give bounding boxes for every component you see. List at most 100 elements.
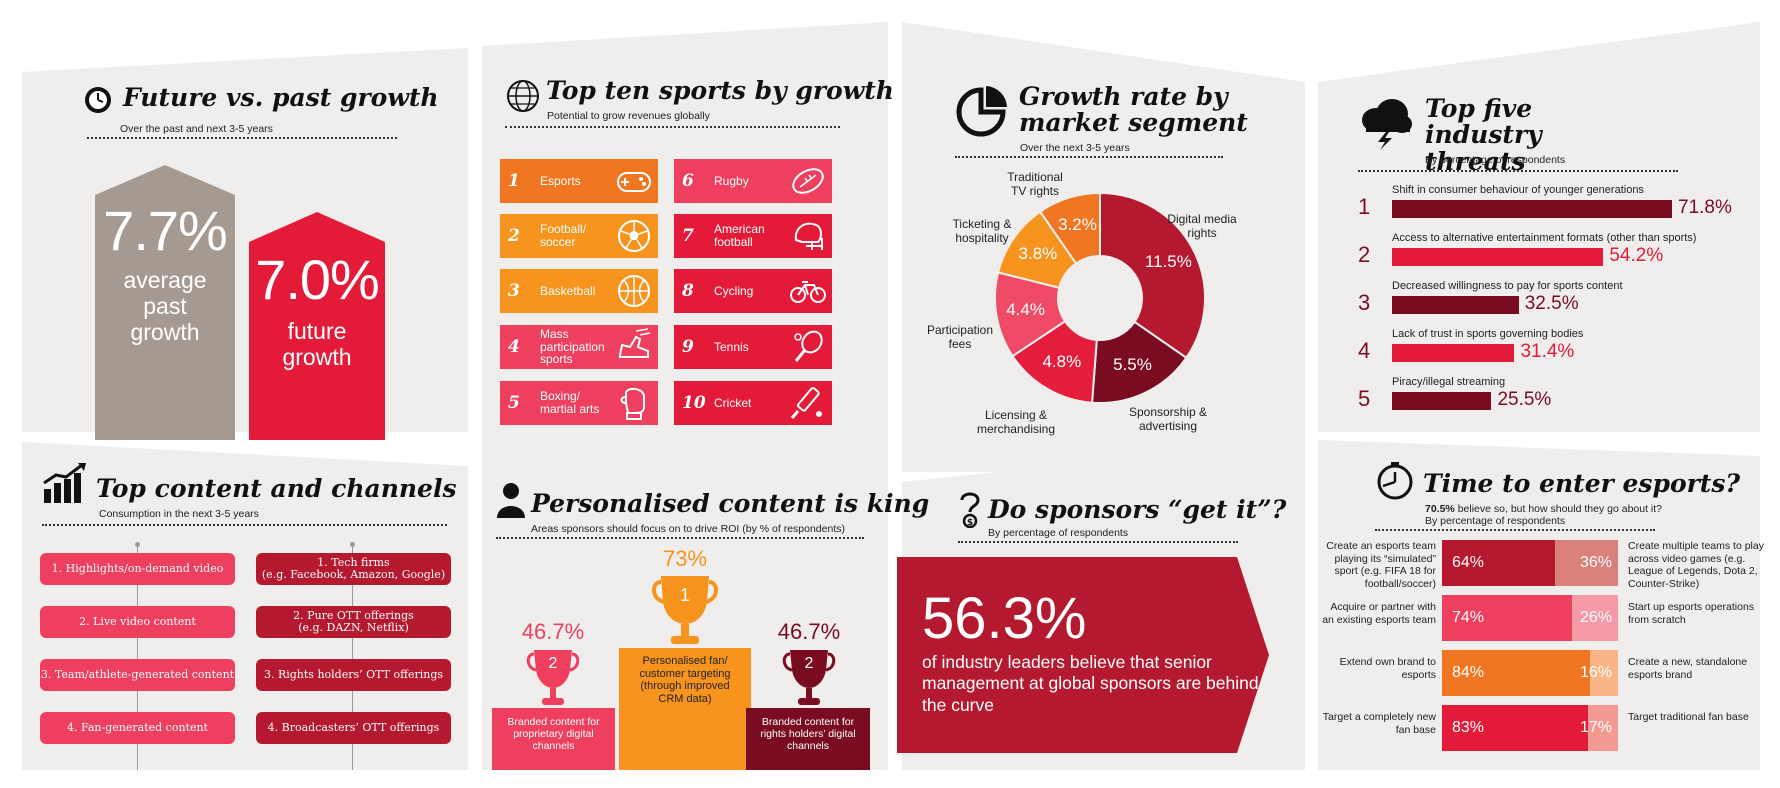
threat-label: Lack of trust in sports governing bodies — [1392, 328, 1584, 340]
sponsors-title: Do sponsors “get it”? — [988, 495, 1287, 524]
divider — [955, 156, 1223, 158]
first-place-label: Personalised fan/ customer targeting (th… — [639, 655, 731, 705]
basketball-icon — [614, 271, 654, 311]
pie-slice-value: 4.4% — [1006, 299, 1045, 319]
esports-option-right: Target traditional fan base — [1628, 711, 1749, 723]
pie-slice-label: Licensing & merchandising — [976, 408, 1056, 437]
sport-name: American football — [714, 222, 765, 249]
threat-bar — [1392, 248, 1604, 266]
rugby-ball-icon — [788, 161, 828, 201]
esports-option-right: Create a new, standalone esports brand — [1628, 656, 1748, 681]
past-growth-label: average past growth — [123, 267, 207, 345]
sport-tile-1: 1 Esports — [500, 159, 658, 203]
threat-rank: 5 — [1358, 386, 1371, 411]
esports-option-left: Create an esports team playing its “simu… — [1326, 540, 1436, 590]
divider — [87, 137, 397, 139]
esports-option-right: Start up esports operations from scratch — [1628, 601, 1755, 626]
gamepad-icon — [614, 161, 654, 201]
threat-bar — [1392, 200, 1672, 218]
divider — [958, 541, 1238, 543]
segments-donut-chart — [994, 191, 1206, 404]
divider — [1358, 170, 1678, 172]
trophy-icon — [526, 650, 580, 705]
clock-icon — [1377, 462, 1413, 500]
segments-title: Growth rate by market segment — [1019, 82, 1248, 138]
first-place-podium — [619, 648, 751, 770]
content-pill-left: 1. Highlights/on-demand video — [40, 553, 235, 585]
sport-name: Boxing/ martial arts — [540, 389, 600, 416]
second-left-label: Branded content for proprietary digital … — [507, 716, 600, 753]
second-left-rank: 2 — [548, 655, 558, 672]
person-icon — [497, 483, 525, 518]
first-place-value: 73% — [662, 546, 708, 571]
trophy-icon — [782, 650, 836, 705]
sponsors-value: 56.3% — [922, 586, 1087, 651]
sport-name: Basketball — [540, 283, 596, 298]
sport-rank: 4 — [508, 337, 520, 357]
segments-subtitle: Over the next 3-5 years — [1020, 142, 1130, 154]
threat-rank: 4 — [1358, 338, 1371, 363]
past-growth-value: 7.7% — [103, 199, 228, 262]
top-sports-title: Top ten sports by growth — [546, 76, 894, 105]
content-pill-left: 4. Fan-generated content — [40, 712, 235, 744]
esports-option-right: Create multiple teams to play across vid… — [1628, 540, 1764, 590]
second-left-value: 46.7% — [521, 619, 585, 644]
second-right-rank: 2 — [804, 655, 814, 672]
future-growth-label: future growth — [282, 318, 352, 370]
threats-title: Top five industry threats — [1425, 94, 1625, 176]
content-pill-left: 3. Team/athlete-generated content — [40, 659, 235, 691]
globe-icon — [507, 80, 539, 112]
stopwatch-icon — [85, 87, 111, 113]
content-subtitle: Consumption in the next 3-5 years — [99, 508, 259, 520]
personalised-subtitle: Areas sponsors should focus on to drive … — [531, 523, 845, 535]
channel-pill-right: 2. Pure OTT offerings (e.g. DAZN, Netflix… — [256, 606, 451, 638]
boxing-glove-icon — [614, 383, 654, 423]
esports-bar-right: 17% — [1580, 705, 1618, 751]
sponsors-text: of industry leaders believe that senior … — [922, 652, 1259, 715]
money-question-icon: $ — [960, 492, 980, 528]
content-title: Top content and channels — [96, 474, 457, 503]
cricket-bat-icon — [788, 383, 828, 423]
channel-pill-right: 3. Rights holders’ OTT offerings — [256, 659, 451, 691]
svg-text:$: $ — [967, 518, 973, 528]
threat-value: 31.4% — [1520, 341, 1575, 362]
bicycle-icon — [788, 271, 828, 311]
connector-line — [137, 545, 138, 770]
sport-tile-6: 6 Rugby — [674, 159, 832, 203]
future-growth-subtitle: Over the past and next 3-5 years — [120, 123, 273, 135]
pie-slice-label: Traditional TV rights — [1007, 170, 1063, 199]
esports-bar-left: 83% — [1442, 705, 1589, 751]
sport-tile-5: 5 Boxing/ martial arts — [500, 381, 658, 425]
running-shoe-icon — [614, 327, 654, 367]
divider — [1375, 529, 1655, 531]
pie-slice-label: Participation fees — [926, 323, 994, 352]
sport-rank: 7 — [682, 226, 694, 246]
second-left-podium — [492, 708, 615, 770]
sport-name: Esports — [540, 173, 581, 188]
esports-title: Time to enter esports? — [1423, 469, 1741, 498]
esports-intro-value: 70.5% — [1425, 503, 1455, 515]
channel-pill-right: 4. Broadcasters’ OTT offerings — [256, 712, 451, 744]
pie-slice-label: Sponsorship & advertising — [1128, 405, 1208, 434]
threat-bar — [1392, 392, 1492, 410]
sport-tile-9: 9 Tennis — [674, 325, 832, 369]
pie-slice-value: 3.2% — [1058, 214, 1097, 234]
sport-tile-7: 7 American football — [674, 214, 832, 258]
bar-chart-trend-icon — [43, 463, 86, 503]
sport-rank: 5 — [508, 393, 520, 413]
pie-slice-label: Ticketing & hospitality — [952, 217, 1012, 246]
sport-tile-8: 8 Cycling — [674, 269, 832, 313]
sport-name: Mass participation sports — [540, 327, 605, 367]
future-growth-title: Future vs. past growth — [123, 83, 439, 112]
threats-title-text: Top five industry threats — [1425, 94, 1542, 176]
first-place-rank: 1 — [679, 585, 690, 605]
second-right-label: Branded content for rights holders’ digi… — [760, 716, 856, 753]
content-pill-left: 2. Live video content — [40, 606, 235, 638]
threat-bar — [1392, 296, 1519, 314]
threat-value: 32.5% — [1524, 293, 1579, 314]
threat-value: 71.8% — [1678, 197, 1732, 218]
future-growth-value: 7.0% — [255, 248, 380, 311]
esports-bar-right: 16% — [1580, 650, 1618, 696]
threat-rank: 3 — [1358, 290, 1371, 315]
top-sports-subtitle: Potential to grow revenues globally — [547, 110, 710, 122]
